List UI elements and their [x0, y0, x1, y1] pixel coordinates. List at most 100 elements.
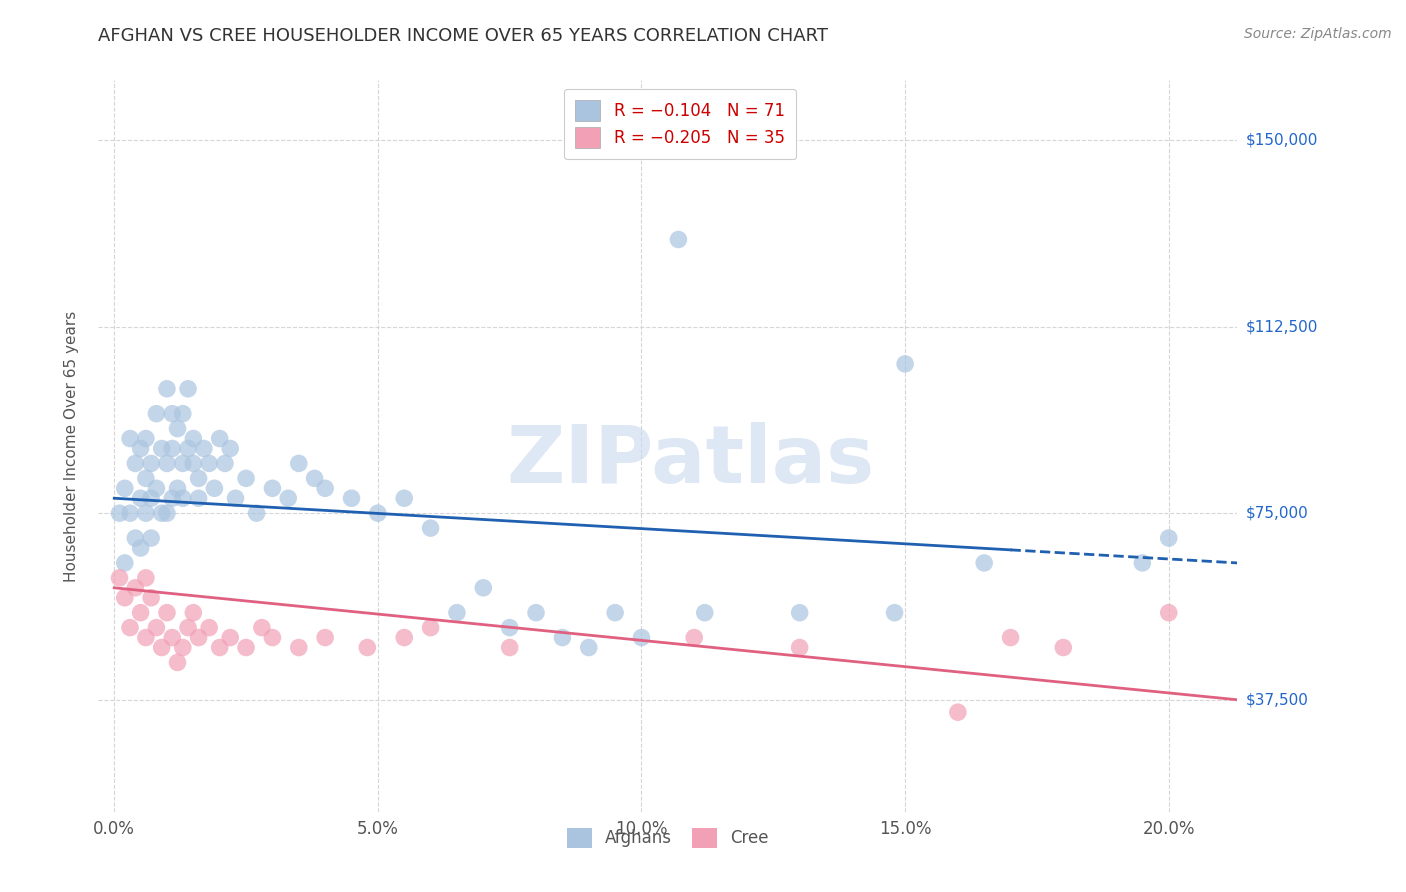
Point	[145, 407, 167, 421]
Point	[141, 457, 163, 471]
Point	[668, 233, 690, 247]
Point	[630, 631, 652, 645]
Point	[446, 606, 468, 620]
Point	[419, 521, 441, 535]
Text: Source: ZipAtlas.com: Source: ZipAtlas.com	[1244, 27, 1392, 41]
Point	[472, 581, 495, 595]
Point	[367, 506, 389, 520]
Point	[1157, 531, 1180, 545]
Point	[693, 606, 716, 620]
Point	[166, 481, 188, 495]
Point	[394, 491, 416, 506]
Point	[120, 432, 141, 446]
Point	[162, 407, 183, 421]
Point	[683, 631, 706, 645]
Point	[262, 481, 284, 495]
Point	[419, 621, 441, 635]
Point	[172, 491, 194, 506]
Point	[219, 631, 242, 645]
Point	[187, 471, 209, 485]
Point	[246, 506, 269, 520]
Point	[141, 591, 163, 605]
Point	[356, 640, 378, 655]
Y-axis label: Householder Income Over 65 years: Householder Income Over 65 years	[65, 310, 79, 582]
Point	[120, 621, 141, 635]
Point	[235, 471, 257, 485]
Point	[288, 457, 311, 471]
Point	[162, 631, 183, 645]
Legend: Afghans, Cree: Afghans, Cree	[560, 821, 776, 855]
Point	[1000, 631, 1022, 645]
Point	[145, 481, 167, 495]
Point	[183, 606, 205, 620]
Point	[156, 382, 179, 396]
Text: $37,500: $37,500	[1246, 692, 1309, 707]
Point	[1157, 606, 1180, 620]
Text: $150,000: $150,000	[1246, 133, 1317, 147]
Point	[150, 640, 173, 655]
Point	[145, 621, 167, 635]
Point	[183, 432, 205, 446]
Point	[156, 606, 179, 620]
Point	[314, 481, 336, 495]
Point	[1052, 640, 1074, 655]
Point	[120, 506, 141, 520]
Point	[150, 506, 173, 520]
Point	[108, 571, 131, 585]
Text: $75,000: $75,000	[1246, 506, 1309, 521]
Point	[789, 606, 811, 620]
Point	[394, 631, 416, 645]
Text: ZIPatlas: ZIPatlas	[506, 422, 875, 500]
Point	[129, 606, 152, 620]
Point	[162, 491, 183, 506]
Point	[250, 621, 273, 635]
Point	[187, 631, 209, 645]
Point	[973, 556, 995, 570]
Point	[214, 457, 236, 471]
Point	[208, 640, 231, 655]
Point	[946, 705, 969, 719]
Point	[162, 442, 183, 456]
Point	[156, 457, 179, 471]
Point	[166, 656, 188, 670]
Point	[129, 541, 152, 555]
Point	[114, 556, 136, 570]
Point	[208, 432, 231, 446]
Point	[108, 506, 131, 520]
Point	[340, 491, 363, 506]
Point	[219, 442, 242, 456]
Point	[135, 506, 157, 520]
Point	[141, 491, 163, 506]
Point	[187, 491, 209, 506]
Point	[156, 506, 179, 520]
Point	[135, 432, 157, 446]
Point	[177, 442, 200, 456]
Point	[883, 606, 905, 620]
Point	[288, 640, 311, 655]
Point	[193, 442, 215, 456]
Point	[1132, 556, 1154, 570]
Point	[129, 442, 152, 456]
Point	[578, 640, 600, 655]
Point	[204, 481, 226, 495]
Point	[894, 357, 917, 371]
Point	[304, 471, 326, 485]
Text: AFGHAN VS CREE HOUSEHOLDER INCOME OVER 65 YEARS CORRELATION CHART: AFGHAN VS CREE HOUSEHOLDER INCOME OVER 6…	[98, 27, 828, 45]
Point	[605, 606, 627, 620]
Point	[124, 531, 146, 545]
Point	[135, 631, 157, 645]
Point	[177, 382, 200, 396]
Point	[177, 621, 200, 635]
Point	[524, 606, 547, 620]
Point	[135, 571, 157, 585]
Point	[225, 491, 247, 506]
Point	[235, 640, 257, 655]
Point	[499, 621, 522, 635]
Point	[172, 457, 194, 471]
Point	[277, 491, 299, 506]
Point	[114, 591, 136, 605]
Point	[172, 407, 194, 421]
Point	[499, 640, 522, 655]
Point	[198, 621, 221, 635]
Point	[551, 631, 574, 645]
